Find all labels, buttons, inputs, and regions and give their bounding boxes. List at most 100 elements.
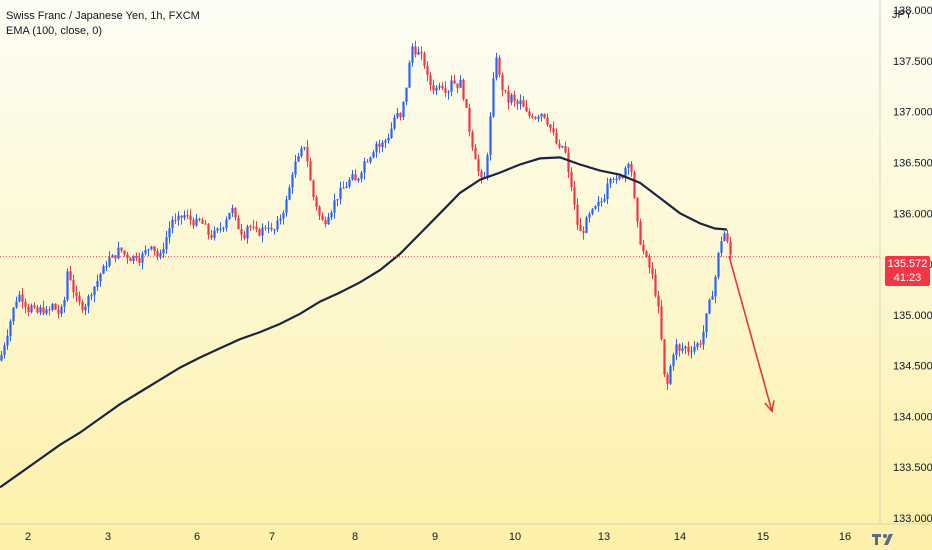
projection-arrow — [728, 255, 775, 414]
candle-body — [600, 201, 603, 203]
candle-body — [402, 101, 405, 118]
arrow-shaft — [728, 255, 773, 412]
candle-body — [459, 79, 462, 88]
time-tick-0: 2 — [25, 531, 31, 543]
candle-body — [39, 307, 42, 313]
candle-body — [300, 148, 303, 156]
candle-body — [522, 100, 525, 107]
candle-body — [237, 217, 240, 230]
candle-body — [201, 220, 204, 224]
candle-body — [210, 234, 213, 238]
candle-body — [174, 219, 177, 221]
candle-body — [396, 112, 399, 118]
price-tick-9: 133.500 — [893, 462, 932, 474]
price-tick-6: 135.000 — [893, 310, 932, 322]
candle-body — [723, 233, 726, 242]
candle-body — [72, 279, 75, 293]
candle-body — [603, 199, 606, 202]
candle-body — [147, 249, 150, 251]
candle-body — [639, 221, 642, 245]
currency-label: JPY — [892, 9, 913, 21]
time-axis-ticks: 2 3 6 7 8 9 10 13 14 15 16 — [25, 531, 851, 543]
candle-body — [267, 227, 270, 229]
candle-body — [507, 91, 510, 103]
candle-body — [621, 175, 624, 178]
ema-line — [0, 156, 728, 489]
candlestick-series — [0, 40, 732, 391]
candle-body — [291, 174, 294, 188]
candle-body — [555, 132, 558, 144]
candle-body — [261, 227, 264, 236]
candle-body — [48, 309, 51, 311]
candle-body — [153, 246, 156, 252]
candle-body — [549, 124, 552, 129]
candle-body — [0, 354, 3, 361]
candle-body — [567, 152, 570, 172]
symbol-label[interactable]: Swiss Franc / Japanese Yen, 1h, FXCM — [6, 10, 200, 22]
candle-body — [495, 57, 498, 79]
candle-body — [303, 147, 306, 149]
candle-body — [543, 113, 546, 118]
candle-body — [372, 152, 375, 158]
time-tick-1: 3 — [105, 531, 111, 543]
candle-body — [114, 255, 117, 259]
candle-body — [447, 91, 450, 93]
candle-body — [504, 89, 507, 92]
candle-body — [75, 292, 78, 296]
candle-body — [342, 187, 345, 189]
candle-body — [180, 215, 183, 218]
candle-body — [96, 280, 99, 287]
candle-body — [12, 307, 15, 322]
candle-body — [696, 343, 699, 347]
candle-body — [564, 146, 567, 153]
candle-body — [531, 115, 534, 118]
candle-body — [486, 155, 489, 177]
candle-body — [285, 199, 288, 213]
price-tick-3: 136.500 — [893, 157, 932, 169]
candle-body — [540, 113, 543, 117]
candle-body — [21, 294, 24, 302]
candle-body — [672, 354, 675, 367]
candle-body — [168, 228, 171, 238]
candle-body — [90, 295, 93, 297]
candle-body — [6, 335, 9, 346]
candle-body — [150, 246, 153, 250]
candle-body — [81, 301, 84, 311]
candle-body — [186, 215, 189, 217]
candle-body — [264, 227, 267, 229]
candle-body — [624, 167, 627, 178]
candle-body — [429, 74, 432, 86]
candle-body — [102, 266, 105, 274]
candle-body — [588, 213, 591, 218]
candle-body — [606, 183, 609, 200]
candle-body — [375, 143, 378, 153]
candle-body — [399, 112, 402, 118]
candle-body — [381, 142, 384, 147]
time-tick-8: 14 — [674, 531, 686, 543]
candle-body — [129, 258, 132, 262]
tradingview-logo-icon — [872, 534, 893, 545]
candle-body — [78, 295, 81, 302]
candle-body — [165, 237, 168, 250]
candle-body — [93, 286, 96, 296]
candle-body — [651, 267, 654, 275]
candle-body — [36, 307, 39, 313]
candle-body — [471, 131, 474, 148]
candle-body — [426, 65, 429, 75]
candle-body — [477, 159, 480, 172]
candle-body — [690, 351, 693, 353]
candle-body — [630, 163, 633, 173]
candle-body — [579, 224, 582, 232]
candle-body — [435, 87, 438, 91]
candle-body — [120, 247, 123, 251]
price-tick-7: 134.500 — [893, 361, 932, 373]
time-tick-2: 6 — [194, 531, 200, 543]
candle-body — [714, 276, 717, 297]
candle-body — [282, 212, 285, 219]
candle-body — [345, 186, 348, 188]
candle-body — [84, 306, 87, 311]
candle-body — [513, 94, 516, 101]
candle-body — [645, 251, 648, 257]
indicator-label[interactable]: EMA (100, close, 0) — [6, 25, 102, 37]
